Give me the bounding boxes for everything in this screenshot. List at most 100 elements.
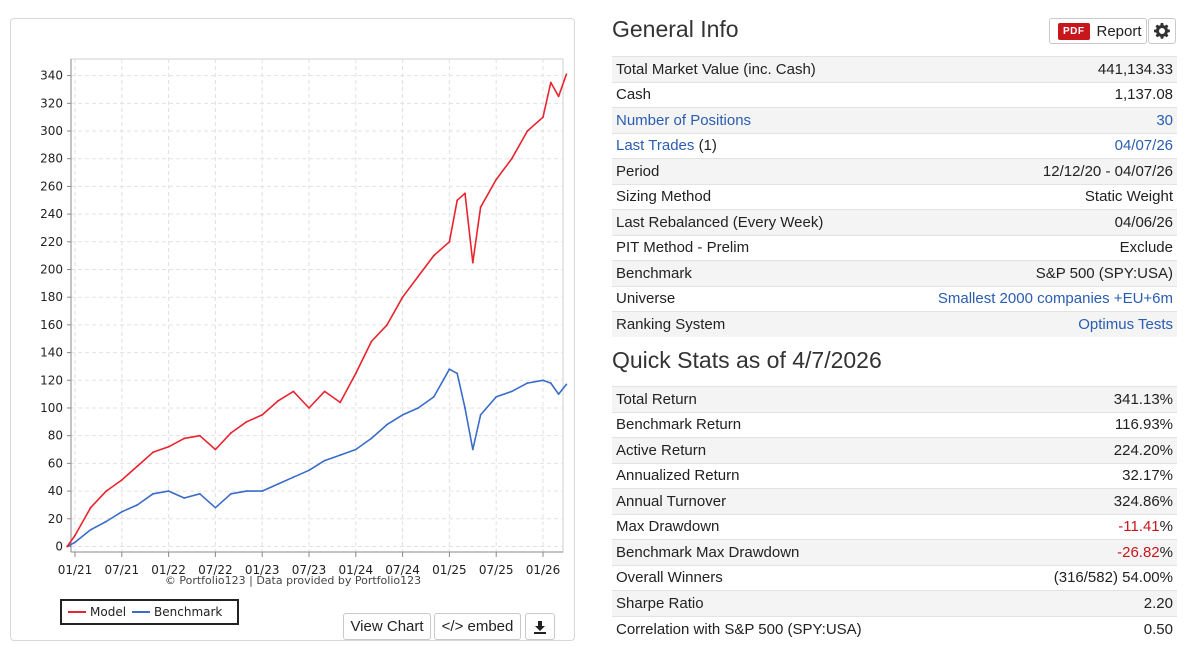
data-point-benchmark — [339, 454, 342, 456]
chart-legend: Model Benchmark — [60, 599, 239, 625]
stat-label: Correlation with S&P 500 (SPY:USA) — [612, 615, 989, 642]
info-row-ranking-system: Ranking System Optimus Tests — [612, 311, 1177, 337]
info-row-last-trades: Last Trades (1) 04/07/26 — [612, 132, 1177, 159]
data-point-benchmark — [456, 372, 459, 375]
data-point-benchmark — [89, 528, 92, 531]
data-point-benchmark — [510, 390, 513, 393]
stat-value: 224.20% — [988, 437, 1177, 463]
info-row-number-of-positions: Number of Positions 30 — [612, 107, 1177, 133]
data-point-model — [183, 437, 186, 440]
data-point-benchmark — [245, 490, 248, 492]
benchmark-line-swatch-icon — [132, 611, 151, 613]
data-point-benchmark — [323, 459, 326, 462]
chart-axes: 0 20 40 60 80 100 120 140 160 180 200 220 240 260 280 3… — [40, 59, 563, 577]
data-point-model — [432, 254, 435, 257]
data-point-benchmark — [542, 379, 544, 382]
stat-label: Total Return — [612, 386, 989, 412]
data-point-benchmark — [417, 407, 420, 409]
y-tick-label: 320 — [40, 96, 63, 110]
data-point-model — [464, 192, 466, 195]
data-point-benchmark — [292, 476, 295, 479]
data-point-model — [74, 534, 76, 537]
y-tick-label: 80 — [48, 429, 63, 443]
general-info-table: Total Market Value (inc. Cash) 441,134.3… — [612, 56, 1177, 337]
data-point-benchmark — [526, 382, 529, 384]
info-label: Benchmark — [612, 260, 878, 286]
data-point-model — [370, 340, 373, 343]
legend-label-model: Model — [90, 605, 127, 619]
data-point-benchmark — [198, 492, 201, 495]
last-trades-link[interactable]: Last Trades — [616, 137, 695, 155]
data-point-benchmark — [120, 510, 123, 513]
x-tick-label: 01/24 — [339, 563, 374, 577]
ranking-system-link[interactable]: Optimus Tests — [877, 311, 1177, 337]
data-point-model — [230, 432, 232, 434]
data-point-model — [214, 448, 217, 451]
data-point-model — [308, 407, 310, 409]
general-info-title: General Info — [612, 16, 739, 42]
stat-row-active-return: Active Return 224.20% — [612, 437, 1177, 463]
info-label: Ranking System — [612, 311, 878, 337]
y-tick-label: 0 — [55, 539, 63, 553]
stat-label: Annual Turnover — [612, 488, 989, 514]
info-label-cell: Last Trades (1) — [612, 132, 878, 159]
info-row-cash: Cash 1,137.08 — [612, 81, 1177, 108]
data-point-benchmark — [549, 382, 552, 384]
quick-stats-title: Quick Stats as of 4/7/2026 — [612, 347, 882, 373]
info-row-pit-method: PIT Method - Prelim Exclude — [612, 234, 1177, 261]
data-point-benchmark — [276, 483, 279, 486]
stat-row-max-drawdown: Max Drawdown -11.41% — [612, 513, 1177, 540]
info-row-last-rebalanced: Last Rebalanced (Every Week) 04/06/26 — [612, 209, 1177, 235]
info-label: PIT Method - Prelim — [612, 234, 878, 261]
stat-value: 116.93% — [988, 411, 1177, 438]
stat-value: (316/582) 54.00% — [988, 564, 1177, 591]
stat-label: Active Return — [612, 437, 989, 463]
last-trades-count: (1) — [698, 137, 717, 155]
benchmark-max-drawdown-value: -26.82 — [1117, 543, 1160, 561]
data-point-model — [89, 506, 92, 509]
stat-label: Annualized Return — [612, 462, 989, 489]
data-point-benchmark — [74, 541, 76, 544]
stat-row-total-return: Total Return 341.13% — [612, 386, 1177, 412]
stat-value: 0.50 — [988, 615, 1177, 642]
info-row-universe: Universe Smallest 2000 companies +EU+6m — [612, 285, 1177, 312]
percent-suffix: % — [1159, 518, 1173, 536]
legend-item-benchmark[interactable]: Benchmark — [132, 605, 222, 619]
embed-button[interactable]: </> embed — [434, 613, 521, 640]
data-point-model — [456, 199, 459, 202]
number-of-positions-link[interactable]: Number of Positions — [612, 107, 878, 133]
data-point-model — [105, 490, 108, 492]
x-tick-label: 07/22 — [198, 563, 233, 577]
stat-row-sharpe-ratio: Sharpe Ratio 2.20 — [612, 590, 1177, 616]
data-point-benchmark — [370, 437, 373, 440]
view-chart-button[interactable]: View Chart — [343, 613, 431, 640]
stat-label: Max Drawdown — [612, 513, 989, 540]
legend-item-model[interactable]: Model — [68, 605, 126, 619]
chart-credit: © Portfolio123 | Data provided by Portfo… — [165, 574, 421, 587]
stat-value: 324.86% — [988, 488, 1177, 514]
y-tick-label: 160 — [40, 318, 63, 332]
stat-value: 341.13% — [988, 386, 1177, 412]
info-label: Total Market Value (inc. Cash) — [612, 56, 878, 82]
pdf-report-button[interactable]: PDF Report — [1049, 18, 1147, 44]
data-point-model — [198, 434, 201, 437]
y-tick-label: 20 — [48, 512, 63, 526]
info-label: Sizing Method — [612, 183, 878, 210]
universe-link[interactable]: Smallest 2000 companies +EU+6m — [877, 285, 1177, 312]
info-value: 441,134.33 — [877, 56, 1177, 82]
stat-label: Benchmark Return — [612, 411, 989, 438]
settings-button[interactable] — [1148, 18, 1176, 44]
data-point-model — [479, 206, 482, 209]
legend-label-benchmark: Benchmark — [154, 605, 223, 619]
data-point-model — [510, 157, 513, 160]
data-point-benchmark — [557, 393, 560, 396]
data-point-model — [152, 451, 154, 454]
stat-row-annualized-return: Annualized Return 32.17% — [612, 462, 1177, 489]
last-trades-date-link[interactable]: 04/07/26 — [877, 132, 1177, 159]
info-label: Last Rebalanced (Every Week) — [612, 209, 878, 235]
download-button[interactable] — [525, 613, 555, 640]
data-point-benchmark — [448, 368, 451, 371]
positions-count-link[interactable]: 30 — [877, 107, 1177, 133]
data-point-benchmark — [136, 504, 139, 506]
info-value: Static Weight — [877, 183, 1177, 210]
